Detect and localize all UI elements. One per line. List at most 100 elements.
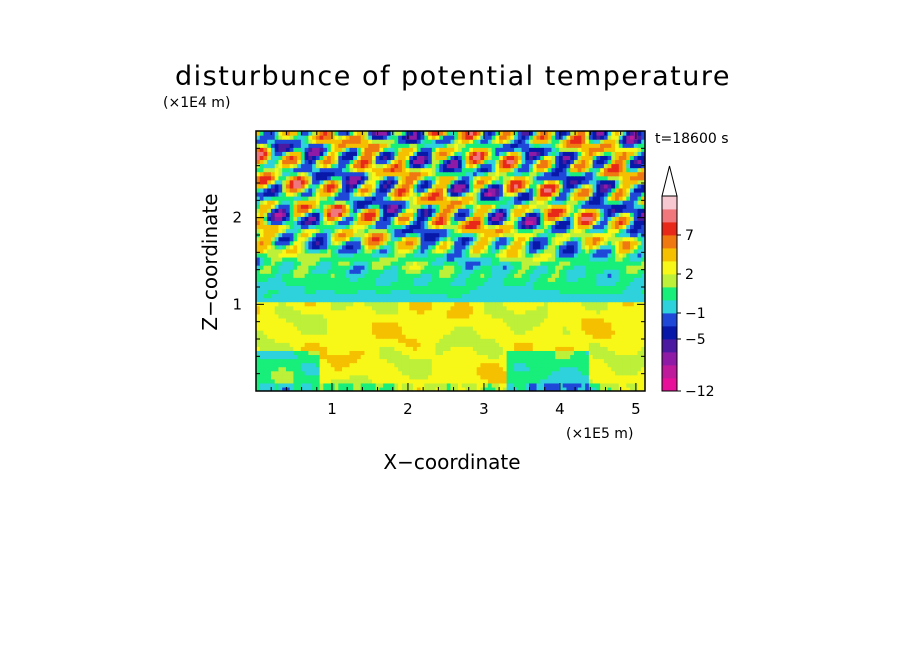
field-cell: [424, 342, 429, 347]
field-cell: [555, 338, 560, 343]
field-cell: [263, 256, 268, 262]
field-cell: [570, 285, 575, 291]
field-cell: [282, 358, 287, 364]
field-cell: [259, 261, 265, 266]
field-cell: [585, 350, 590, 356]
field-cell: [327, 342, 332, 347]
field-cell: [469, 216, 474, 221]
field-cell: [547, 277, 553, 282]
field-cell: [282, 252, 287, 258]
field-cell: [596, 370, 601, 376]
field-cell: [495, 216, 500, 221]
field-cell: [487, 224, 493, 230]
field-cell: [551, 358, 556, 364]
field-cell: [443, 330, 448, 335]
field-cell: [641, 273, 645, 278]
field-cell: [345, 248, 351, 254]
field-cell: [517, 208, 523, 213]
field-cell: [446, 346, 452, 351]
field-cell: [487, 326, 493, 331]
field-cell: [585, 338, 590, 343]
field-cell: [409, 244, 414, 250]
field-cell: [506, 261, 511, 266]
field-cell: [630, 305, 635, 311]
field-cell: [259, 378, 265, 384]
field-cell: [551, 285, 556, 291]
field-cell: [461, 309, 467, 315]
field-cell: [465, 330, 470, 335]
field-cell: [547, 346, 553, 351]
field-cell: [274, 317, 280, 323]
field-cell: [525, 309, 530, 315]
field-cell: [398, 256, 403, 262]
field-cell: [495, 252, 500, 258]
field-cell: [371, 265, 377, 270]
field-cell: [577, 374, 583, 380]
field-cell: [409, 370, 414, 376]
field-cell: [345, 224, 351, 230]
field-cell: [472, 244, 478, 250]
field-cell: [558, 293, 564, 299]
field-cell: [282, 382, 287, 388]
field-cell: [588, 244, 594, 250]
field-cell: [555, 228, 560, 234]
field-cell: [480, 293, 485, 299]
field-cell: [454, 338, 459, 343]
field-cell: [297, 244, 302, 250]
field-cell: [540, 269, 545, 274]
field-cell: [319, 204, 324, 209]
field-cell: [401, 338, 407, 343]
field-cell: [338, 334, 343, 339]
field-cell: [289, 208, 294, 213]
field-cell: [510, 301, 515, 307]
field-cell: [300, 309, 306, 315]
field-cell: [319, 269, 324, 274]
field-cell: [506, 200, 511, 205]
field-cell: [435, 228, 440, 234]
field-cell: [633, 252, 639, 258]
field-cell: [263, 200, 268, 205]
field-cell: [465, 208, 470, 213]
field-cell: [289, 252, 294, 258]
field-cell: [540, 293, 545, 299]
field-cell: [398, 232, 403, 238]
field-cell: [615, 273, 620, 278]
field-cell: [327, 317, 332, 323]
field-cell: [484, 208, 489, 213]
field-cell: [521, 317, 526, 323]
field-cell: [558, 297, 564, 303]
field-cell: [626, 293, 631, 299]
field-cell: [364, 330, 369, 335]
field-cell: [416, 261, 422, 266]
field-cell: [622, 301, 627, 307]
field-cell: [469, 334, 474, 339]
field-cell: [256, 342, 261, 347]
field-cell: [630, 370, 635, 376]
field-cell: [308, 358, 313, 364]
field-cell: [626, 309, 631, 315]
field-cell: [521, 285, 526, 291]
field-cell: [603, 301, 609, 307]
field-cell: [529, 204, 534, 209]
field-cell: [439, 305, 444, 311]
field-cell: [476, 346, 482, 351]
field-cell: [588, 386, 594, 391]
field-cell: [334, 232, 339, 238]
field-cell: [637, 216, 642, 221]
field-cell: [510, 382, 515, 388]
field-cell: [401, 326, 407, 331]
field-cell: [289, 256, 294, 262]
field-cell: [267, 244, 272, 250]
field-cell: [267, 297, 272, 303]
field-cell: [338, 362, 343, 368]
field-cell: [472, 317, 478, 323]
field-cell: [521, 309, 526, 315]
field-cell: [562, 277, 568, 282]
field-cell: [349, 326, 354, 331]
field-cell: [566, 204, 571, 209]
field-cell: [386, 326, 392, 331]
field-cell: [476, 212, 482, 217]
field-cell: [521, 240, 526, 246]
field-cell: [622, 289, 627, 295]
field-cell: [297, 208, 302, 213]
